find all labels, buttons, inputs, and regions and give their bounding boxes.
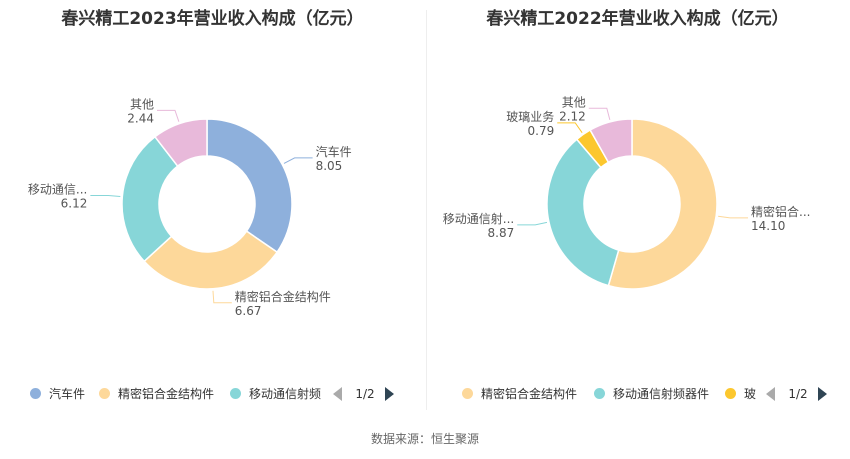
chart-2023: 春兴精工2023年营业收入构成（亿元） 汽车件 8.05 精密铝合金结构件 6.67 移…: [0, 0, 425, 420]
slice-label-1-3: 其他: [562, 95, 586, 109]
slice-label-1-2: 玻璃业务: [506, 109, 554, 124]
legend-item-glass[interactable]: 玻: [725, 384, 756, 404]
slice-1-1[interactable]: [546, 138, 620, 287]
slice-value-1-1: 8.87: [488, 226, 515, 240]
legend-dot-icon: [594, 388, 605, 399]
next-page-icon[interactable]: [385, 387, 394, 401]
slice-0-1[interactable]: [143, 230, 279, 290]
next-page-icon[interactable]: [818, 387, 827, 401]
slice-value-0-0: 8.05: [316, 159, 343, 173]
leader-line-1-0: [718, 215, 749, 219]
leader-line-1-1: [517, 221, 548, 226]
slice-label-0-1: 精密铝合金结构件: [235, 289, 331, 304]
legend-dot-icon: [230, 388, 241, 399]
slice-value-1-3: 2.12: [559, 109, 586, 123]
leader-line-0-3: [156, 109, 180, 122]
legend-item-rf[interactable]: 移动通信射频: [230, 384, 321, 404]
legend-pager-2023: 1/2: [333, 384, 395, 404]
data-source-note: 数据来源：恒生聚源: [370, 432, 479, 446]
slice-1-3[interactable]: [589, 118, 633, 164]
slice-0-0[interactable]: [206, 118, 293, 254]
legend-item-auto-parts[interactable]: 汽车件: [30, 384, 85, 404]
prev-page-icon[interactable]: [333, 387, 342, 401]
chart-2022: 春兴精工2022年营业收入构成（亿元） 精密铝合... 14.10 移动通信射...…: [425, 0, 850, 420]
legend-dot-icon: [99, 388, 110, 399]
slice-0-3[interactable]: [153, 118, 208, 168]
legend-2023: 汽车件 精密铝合金结构件 移动通信射频: [0, 384, 425, 404]
slice-value-0-1: 6.67: [235, 304, 262, 318]
legend-2022: 精密铝合金结构件 移动通信射频器件 玻: [425, 384, 850, 404]
chart-title-2023: 春兴精工2023年营业收入构成（亿元）: [61, 9, 364, 29]
legend-item-rf[interactable]: 移动通信射频器件: [594, 384, 709, 404]
slice-value-1-0: 14.10: [751, 219, 785, 233]
leader-line-1-2: [557, 122, 583, 134]
slice-value-0-3: 2.44: [127, 111, 154, 125]
slice-label-1-0: 精密铝合...: [751, 204, 810, 219]
slice-label-1-1: 移动通信射...: [443, 211, 514, 226]
legend-item-aluminum[interactable]: 精密铝合金结构件: [462, 384, 577, 404]
slice-label-0-3: 其他: [130, 97, 154, 111]
legend-dot-icon: [30, 388, 41, 399]
prev-page-icon[interactable]: [766, 387, 775, 401]
slice-value-1-2: 0.79: [528, 124, 555, 138]
slice-label-0-2: 移动通信...: [28, 182, 87, 196]
slice-1-0[interactable]: [607, 118, 718, 290]
slice-0-2[interactable]: [121, 135, 179, 263]
slice-label-0-0: 汽车件: [316, 144, 352, 159]
panel-divider: [426, 10, 427, 410]
leader-line-1-3: [588, 107, 611, 120]
chart-title-2022: 春兴精工2022年营业收入构成（亿元）: [486, 9, 789, 29]
legend-dot-icon: [725, 388, 736, 399]
legend-item-aluminum[interactable]: 精密铝合金结构件: [99, 384, 214, 404]
legend-dot-icon: [462, 388, 473, 399]
leader-line-0-0: [283, 157, 313, 164]
slice-value-0-2: 6.12: [61, 196, 88, 210]
leader-line-0-2: [90, 194, 121, 197]
legend-pager-2022: 1/2: [766, 384, 828, 404]
leader-line-0-1: [212, 290, 232, 304]
